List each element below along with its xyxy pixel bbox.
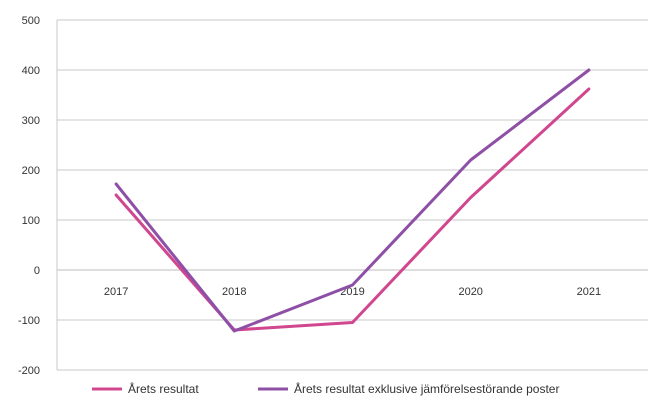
series-lines bbox=[114, 68, 591, 333]
y-tick-label: -100 bbox=[18, 315, 40, 327]
x-tick-label: 2019 bbox=[340, 286, 364, 298]
x-tick-label: 2018 bbox=[222, 286, 246, 298]
y-tick-label: -200 bbox=[18, 365, 40, 377]
y-tick-label: 200 bbox=[22, 165, 40, 177]
x-tick-label: 2017 bbox=[104, 286, 128, 298]
gridlines bbox=[56, 19, 648, 371]
y-tick-label: 400 bbox=[22, 65, 40, 77]
y-tick-label: 0 bbox=[34, 265, 40, 277]
x-axis: 2017 2018 2019 2020 2021 bbox=[104, 286, 601, 298]
x-tick-label: 2021 bbox=[577, 286, 601, 298]
x-tick-label: 2020 bbox=[458, 286, 482, 298]
legend-label: Årets resultat bbox=[128, 381, 199, 396]
y-tick-label: 300 bbox=[22, 115, 40, 127]
y-tick-label: 100 bbox=[22, 215, 40, 227]
y-axis: 500 400 300 200 100 0 -100 -200 bbox=[18, 15, 40, 377]
legend-label: Årets resultat exklusive jämförelsestöra… bbox=[294, 381, 559, 396]
legend: Årets resultat Årets resultat exklusive j… bbox=[92, 381, 559, 396]
y-tick-label: 500 bbox=[22, 15, 40, 27]
